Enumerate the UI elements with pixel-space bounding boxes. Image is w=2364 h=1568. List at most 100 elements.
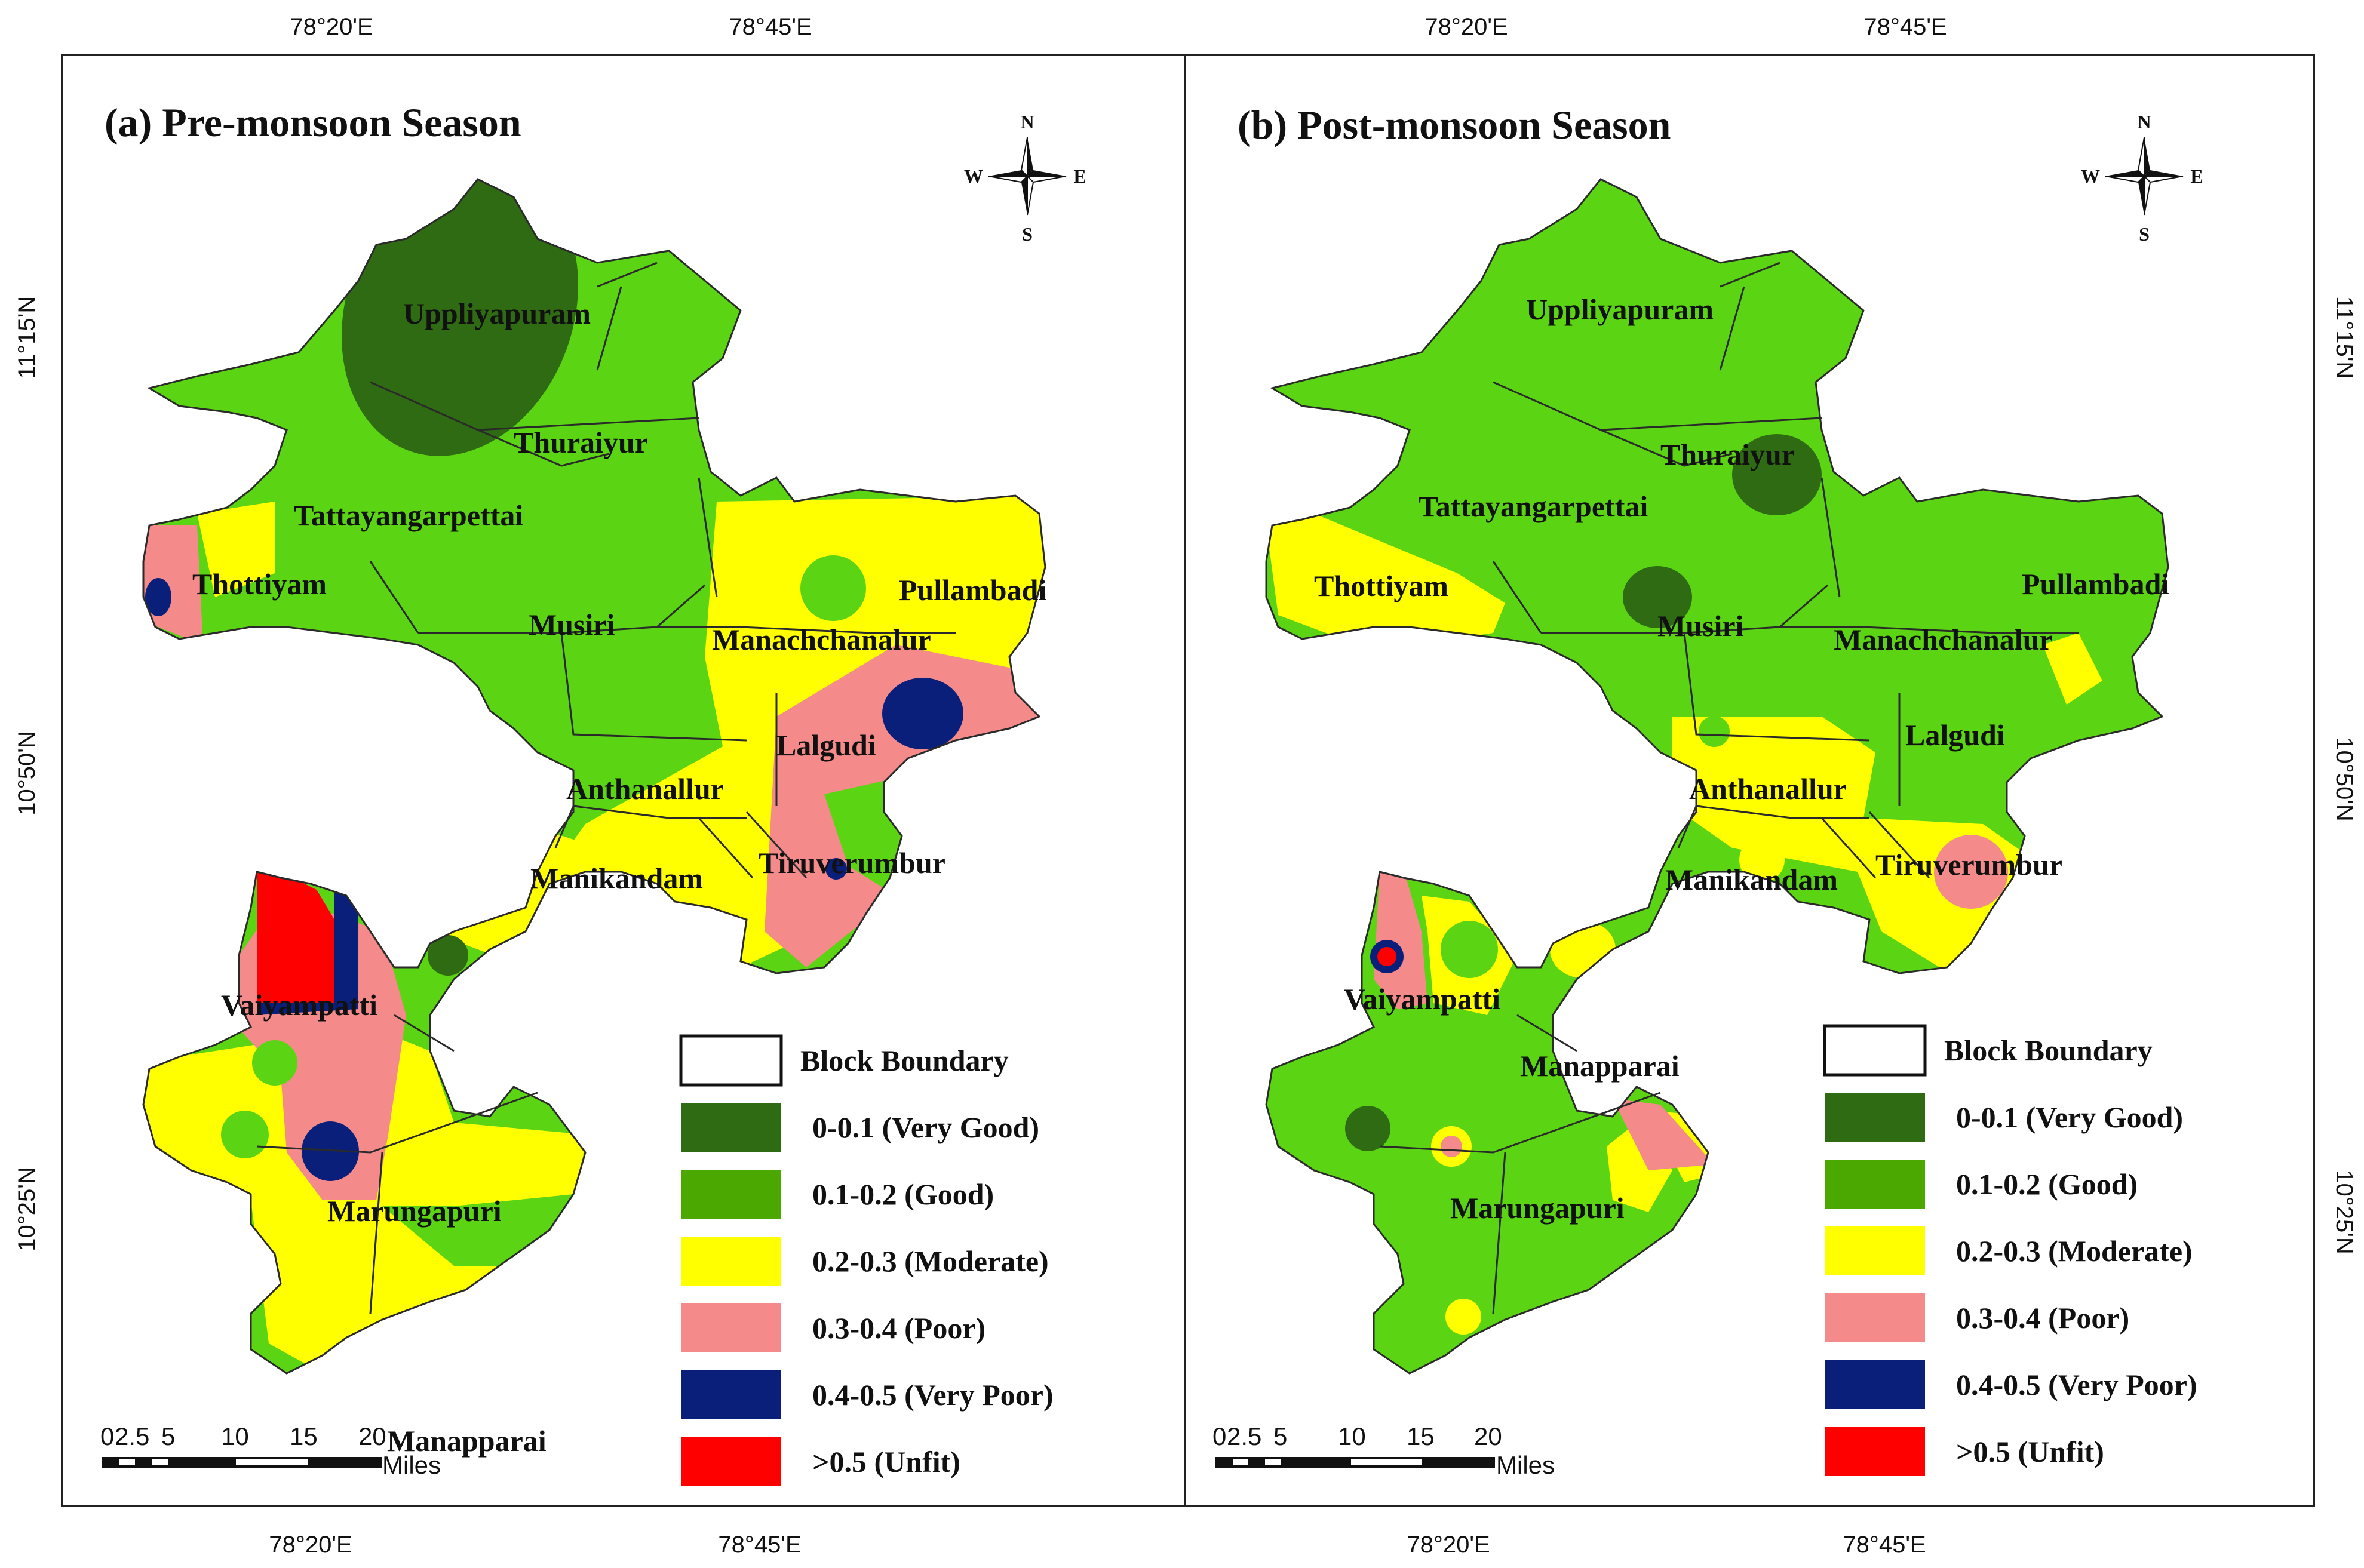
scale-unit-b: Miles — [1496, 1451, 1555, 1479]
label-b-manikandam: Manikandam — [1665, 863, 1838, 896]
label-a-thottiyam: Thottiyam — [192, 567, 327, 601]
legend-a: Block Boundary 0-0.1 (Very Good) 0.1-0.2 (… — [679, 1034, 1054, 1486]
block-boundaries-a — [256, 262, 956, 1314]
left-coord-a-2: 10°25'N — [14, 1167, 40, 1252]
label-a-tiruverumbur: Tiruverumbur — [759, 846, 945, 880]
compass-n-b: N — [2137, 111, 2151, 133]
right-coord-b-2: 10°25'N — [2331, 1170, 2357, 1255]
scale-tick-b-0: 0 — [1212, 1422, 1226, 1450]
top-coord-b-1: 78°45'E — [1863, 14, 1947, 40]
compass-e-a: E — [1073, 165, 1086, 187]
top-coord-b-0: 78°20'E — [1424, 14, 1508, 40]
label-a-tattayangarpettai: Tattayangarpettai — [294, 499, 523, 532]
north-arrow-icon-a: N S E W — [964, 111, 1086, 245]
label-a-uppliyapuram: Uppliyapuram — [403, 297, 591, 330]
zone-moderate-b-s6 — [1445, 1299, 1481, 1335]
legend-label-1-3: 0.2-0.3 (Moderate) — [1956, 1234, 2193, 1268]
label-a-pullambadi: Pullambadi — [899, 573, 1046, 607]
compass-n-a: N — [1020, 111, 1034, 133]
scale-tick-a-2: 5 — [161, 1422, 175, 1450]
legend-swatch-0-6 — [681, 1437, 781, 1486]
zone-unfit-b — [1377, 947, 1396, 966]
bottom-coord-a-0: 78°20'E — [269, 1532, 352, 1558]
zone-poor-b-s — [1613, 1099, 1714, 1170]
north-arrow-icon-b: N S E W — [2081, 111, 2203, 245]
legend-label-1-5: 0.4-0.5 (Very Poor) — [1956, 1368, 2197, 1401]
label-a-manapparai: Manapparai — [387, 1424, 547, 1458]
legend-swatch-1-3 — [1825, 1226, 1925, 1275]
zone-very-poor-a-west — [145, 578, 171, 616]
zone-very-poor-a-lalgudi — [882, 678, 963, 749]
zone-moderate-b-s2 — [1739, 837, 1785, 883]
label-a-marungapuri: Marungapuri — [327, 1194, 502, 1228]
label-b-pullambadi: Pullambadi — [2022, 567, 2169, 601]
legend-label-0-4: 0.3-0.4 (Poor) — [812, 1311, 985, 1345]
wqi-map-a — [142, 178, 1046, 1375]
right-coord-b-0: 11°15'N — [2331, 296, 2357, 379]
zone-unfit-a — [257, 872, 334, 1003]
zone-poor-b-vaiyampatti — [1374, 869, 1427, 1009]
label-b-tiruverumbur: Tiruverumbur — [1875, 848, 2062, 881]
scale-tick-b-5: 20 — [1474, 1422, 1502, 1450]
label-a-manachchanalur: Manachchanalur — [712, 623, 931, 656]
legend-swatch-1-4 — [1825, 1293, 1925, 1342]
legend-label-1-6: >0.5 (Unfit) — [1956, 1435, 2104, 1468]
label-b-musiri: Musiri — [1657, 609, 1744, 642]
zone-poor-b-tiruverumbur — [1934, 835, 2008, 909]
legend-swatch-0-5 — [681, 1370, 781, 1419]
scale-bar-b: 0 2.5 5 10 15 20 Miles — [1212, 1422, 1555, 1479]
panel-post-monsoon: 78°20'E 78°45'E 78°20'E 78°45'E 11°15'N … — [1184, 14, 2357, 1558]
compass-s-b: S — [2139, 223, 2150, 245]
label-b-manapparai: Manapparai — [1520, 1049, 1680, 1083]
zone-very-poor-a-south — [302, 1121, 359, 1181]
legend-label-0-6: >0.5 (Unfit) — [812, 1445, 960, 1478]
label-b-anthanallur: Anthanallur — [1689, 772, 1847, 805]
legend-swatch-0-3 — [681, 1237, 781, 1286]
label-a-vaiyampatti: Vaiyampatti — [221, 988, 377, 1022]
scale-tick-a-4: 15 — [290, 1422, 318, 1450]
legend-label-0-5: 0.4-0.5 (Very Poor) — [812, 1378, 1054, 1412]
zone-very-poor-a-tiruverumbur — [825, 858, 847, 880]
compass-s-a: S — [1022, 223, 1033, 245]
panel-pre-monsoon: 78°20'E 78°45'E 78°20'E 78°45'E 11°15'N … — [14, 14, 1186, 1558]
legend-label-0-1: 0-0.1 (Very Good) — [812, 1111, 1039, 1144]
legend-label-1-1: 0-0.1 (Very Good) — [1956, 1100, 2183, 1134]
label-a-anthanallur: Anthanallur — [566, 772, 724, 805]
zone-moderate-b-east — [2043, 633, 2102, 705]
zone-moderate-b-middle — [1672, 717, 2043, 979]
scale-bar-a: 0 2.5 5 10 15 20 Miles — [100, 1422, 441, 1479]
zone-moderate-b-s3 — [1607, 1123, 1672, 1212]
block-boundaries-b — [1379, 262, 2079, 1314]
legend-label-0-2: 0.1-0.2 (Good) — [812, 1177, 994, 1211]
label-a-musiri: Musiri — [529, 608, 615, 641]
scale-tick-b-1: 2.5 — [1227, 1422, 1261, 1450]
legend-label-0-3: 0.2-0.3 (Moderate) — [812, 1244, 1049, 1278]
zone-good-a-s1 — [252, 1040, 297, 1086]
zone-good-b-island — [1699, 716, 1730, 747]
zone-moderate-b-west — [1266, 514, 1505, 651]
zone-poor-b-s2 — [1441, 1136, 1462, 1157]
left-coord-a-0: 11°15'N — [14, 296, 40, 379]
label-b-manachchanalur: Manachchanalur — [1834, 623, 2053, 656]
bottom-coord-b-0: 78°20'E — [1407, 1532, 1490, 1558]
top-coord-a-1: 78°45'E — [729, 14, 812, 40]
legend-swatch-1-0 — [1823, 1024, 1927, 1077]
legend-swatch-1-5 — [1825, 1360, 1925, 1409]
legend-swatch-0-2 — [681, 1170, 781, 1219]
zone-very-good-b-musiri — [1623, 566, 1692, 628]
map-frame-b — [1184, 54, 2315, 1507]
bottom-coord-b-1: 78°45'E — [1843, 1532, 1926, 1558]
legend-label-1-2: 0.1-0.2 (Good) — [1956, 1167, 2138, 1201]
legend-swatch-0-0 — [679, 1034, 783, 1087]
legend-label-1-4: 0.3-0.4 (Poor) — [1956, 1301, 2129, 1335]
scale-tick-b-4: 15 — [1407, 1422, 1435, 1450]
label-b-thottiyam: Thottiyam — [1314, 569, 1448, 602]
legend-swatch-1-6 — [1825, 1427, 1925, 1476]
zone-very-good-b-thuraiyur — [1732, 434, 1822, 515]
legend-label-1-0: Block Boundary — [1944, 1034, 2153, 1067]
legend-b: Block Boundary 0-0.1 (Very Good) 0.1-0.2 (… — [1823, 1024, 2197, 1476]
legend-swatch-0-1 — [681, 1103, 781, 1152]
scale-tick-a-1: 2.5 — [115, 1422, 149, 1450]
scale-unit-a: Miles — [382, 1451, 441, 1479]
scale-tick-b-3: 10 — [1338, 1422, 1366, 1450]
